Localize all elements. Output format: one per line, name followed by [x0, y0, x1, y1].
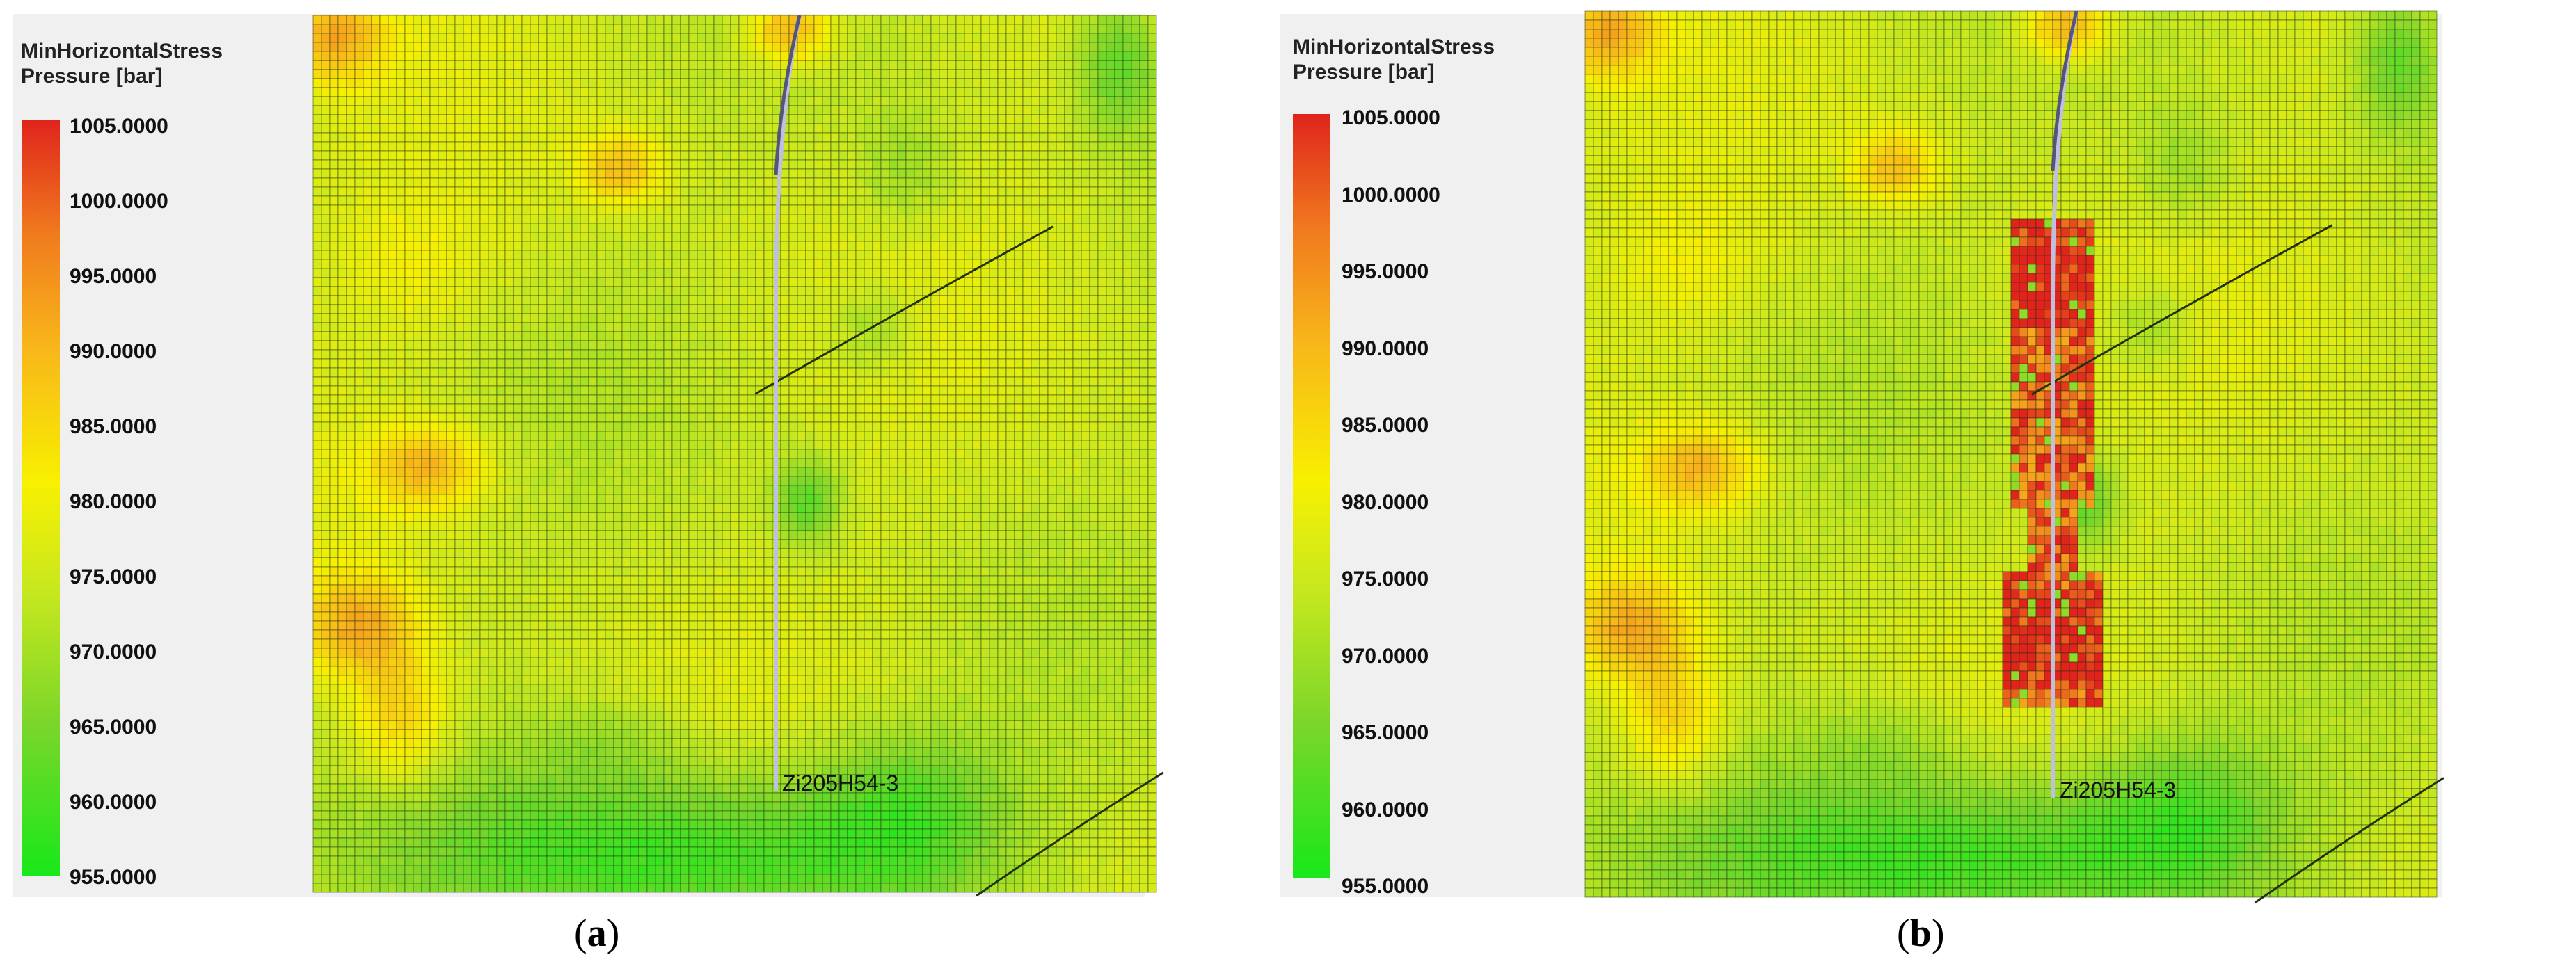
legend-title-line1: MinHorizontalStress [21, 40, 223, 63]
legend-tick-label: 1005.0000 [1342, 106, 1440, 129]
legend-b-colorbar [1293, 114, 1330, 878]
fault-line [2254, 777, 2444, 904]
legend-tick-label: 990.0000 [1342, 337, 1429, 360]
legend-tick-label: 980.0000 [70, 490, 157, 513]
legend-title-line2: Pressure [bar] [21, 65, 163, 88]
legend-title-line1: MinHorizontalStress [1293, 35, 1495, 58]
well-label-a: Zi205H54-3 [782, 771, 899, 796]
fault-line [976, 771, 1164, 897]
legend-b-title: MinHorizontalStress Pressure [bar] [1293, 35, 1495, 85]
legend-a-title: MinHorizontalStress Pressure [bar] [21, 39, 223, 89]
legend-tick-label: 1005.0000 [70, 115, 168, 138]
legend-tick-label: 985.0000 [1342, 414, 1429, 437]
legend-a-colorbar [22, 120, 60, 876]
well-trajectory-top [774, 15, 802, 176]
legend-tick-label: 955.0000 [70, 866, 157, 889]
panel-label-a: (a) [574, 912, 620, 955]
legend-tick-label: 970.0000 [1342, 644, 1429, 668]
legend-tick-label: 970.0000 [70, 641, 157, 664]
legend-tick-label: 975.0000 [70, 565, 157, 588]
legend-tick-label: 985.0000 [70, 415, 157, 438]
legend-tick-label: 1000.0000 [1342, 183, 1440, 207]
legend-tick-label: 995.0000 [1342, 260, 1429, 283]
legend-tick-label: 975.0000 [1342, 568, 1429, 590]
legend-tick-label: 1000.0000 [70, 190, 168, 213]
mesh-cells [1584, 10, 2438, 898]
legend-tick-label: 990.0000 [70, 340, 157, 363]
well-trajectory-top [2051, 10, 2078, 172]
well-label-b: Zi205H54-3 [2060, 778, 2177, 803]
legend-tick-label: 960.0000 [1342, 798, 1429, 821]
legend-tick-label: 960.0000 [70, 791, 157, 814]
legend-tick-label: 965.0000 [70, 716, 157, 739]
legend-tick-label: 955.0000 [1342, 875, 1429, 898]
legend-tick-label: 995.0000 [70, 265, 157, 288]
legend-title-line2: Pressure [bar] [1293, 61, 1435, 83]
legend-tick-label: 980.0000 [1342, 490, 1429, 514]
legend-tick-label: 965.0000 [1342, 721, 1429, 744]
panel-label-b: (b) [1897, 912, 1945, 955]
fault-line [754, 225, 1054, 395]
fault-line [2030, 224, 2333, 396]
